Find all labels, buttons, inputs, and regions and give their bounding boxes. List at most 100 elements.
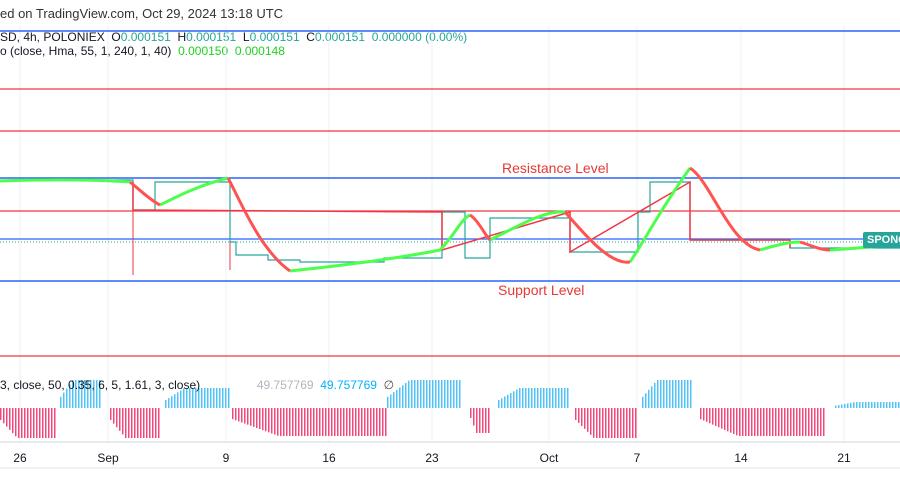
histogram-bar-up [672,380,674,408]
histogram-bar-up [189,388,191,408]
histogram-bar-down [473,408,475,426]
indicator-legend-1[interactable]: o (close, Hma, 55, 1, 240, 1, 40) 0.0001… [0,44,285,58]
histogram-bar-up [69,384,71,408]
histogram-bar-up [549,388,551,408]
histogram-bar-down [358,408,360,436]
histogram-bar-up [510,393,512,408]
histogram-bar-down [12,408,14,434]
histogram-bar-down [802,408,804,436]
histogram-bar-down [313,408,315,436]
histogram-bar-up [558,388,560,408]
histogram-bar-up [432,380,434,408]
histogram-bar-down [244,408,246,424]
histogram-bar-up [165,400,167,408]
histogram-bar-up [171,396,173,408]
histogram-bar-down [596,408,598,438]
indicator-2-value-1: 49.757769 [256,378,314,392]
histogram-bar-down [733,408,735,434]
histogram-bar-up [660,380,662,408]
histogram-bar-up [423,380,425,408]
histogram-bar-down [268,408,270,433]
histogram-bar-up [63,392,65,408]
histogram-bar-down [581,408,583,426]
symbol[interactable]: SD, 4h, POLONIEX [0,30,105,44]
histogram-bar-up [865,402,867,408]
histogram-bar-down [286,408,288,436]
histogram-bar-down [587,408,589,432]
x-axis-label: 7 [633,451,641,465]
histogram-bar-up [555,388,557,408]
histogram-bar-up [393,392,395,408]
hide-values-icon[interactable]: ∅ [383,378,395,392]
histogram-bar-up [228,388,230,408]
histogram-bar-up [690,380,692,408]
histogram-bar-up [174,394,176,408]
histogram-bar-down [364,408,366,436]
histogram-bar-down [787,408,789,436]
histogram-bar-up [420,380,422,408]
histogram-bar-up [225,388,227,408]
histogram-bar-down [143,408,145,438]
histogram-bar-up [883,402,885,408]
high-value: 0.000151 [186,30,237,44]
histogram-bar-up [84,380,86,408]
histogram-bar-up [396,389,398,408]
histogram-bar-down [292,408,294,436]
histogram-bar-up [528,388,530,408]
low-value: 0.000151 [249,30,300,44]
histogram-bar-up [564,388,566,408]
histogram-bar-down [15,408,17,437]
histogram-bar-down [820,408,822,436]
histogram-bar-up [501,398,503,408]
histogram-bar-down [253,408,255,427]
histogram-bar-up [444,380,446,408]
histogram-bar-up [648,389,650,408]
x-axis-label: 16 [322,451,336,465]
x-axis-label: Sep [97,451,119,465]
histogram-bar-up [844,403,846,408]
histogram-bar-down [6,408,8,427]
x-axis-label: 23 [425,451,439,465]
histogram-bar-up [838,405,840,408]
histogram-bar-down [298,408,300,436]
histogram-bar-up [66,388,68,408]
histogram-bar-down [772,408,774,436]
histogram-bar-down [113,408,115,424]
histogram-bar-up [426,380,428,408]
histogram-bar-up [507,394,509,408]
histogram-bar-down [811,408,813,436]
histogram-bar-up [642,396,644,408]
histogram-bar-up [895,402,897,408]
histogram-bar-down [158,408,160,438]
histogram-bar-up [96,380,98,408]
histogram-bar-down [760,408,762,436]
histogram-bar-down [367,408,369,436]
histogram-bar-up [853,402,855,408]
indicator-1-params: o (close, Hma, 55, 1, 240, 1, 40) [0,44,172,58]
histogram-bar-down [155,408,157,438]
histogram-bar-down [149,408,151,438]
histogram-bar-up [516,389,518,408]
histogram-bar-up [417,380,419,408]
histogram-bar-down [122,408,124,435]
histogram-bar-down [301,408,303,436]
indicator-2-params: 3, close, 50, 0.35, 6, 5, 1.61, 3, close… [0,378,201,392]
histogram-bar-up [402,385,404,408]
histogram-bar-up [898,402,900,408]
ohlc-legend: SD, 4h, POLONIEX O0.000151 H0.000151 L0.… [0,30,467,44]
histogram-bar-down [322,408,324,436]
histogram-bar-down [271,408,273,434]
histogram-bar-down [256,408,258,428]
histogram-bar-down [703,408,705,421]
histogram-bar-down [775,408,777,436]
histogram-bar-down [700,408,702,420]
x-axis-label: 26 [13,451,27,465]
histogram-bar-up [441,380,443,408]
indicator-legend-2[interactable]: 3, close, 50, 0.35, 6, 5, 1.61, 3, close… [0,378,394,392]
histogram-bar-up [435,380,437,408]
histogram-bar-down [482,408,484,433]
histogram-bar-down [307,408,309,436]
histogram-bar-down [274,408,276,435]
histogram-bar-down [817,408,819,436]
